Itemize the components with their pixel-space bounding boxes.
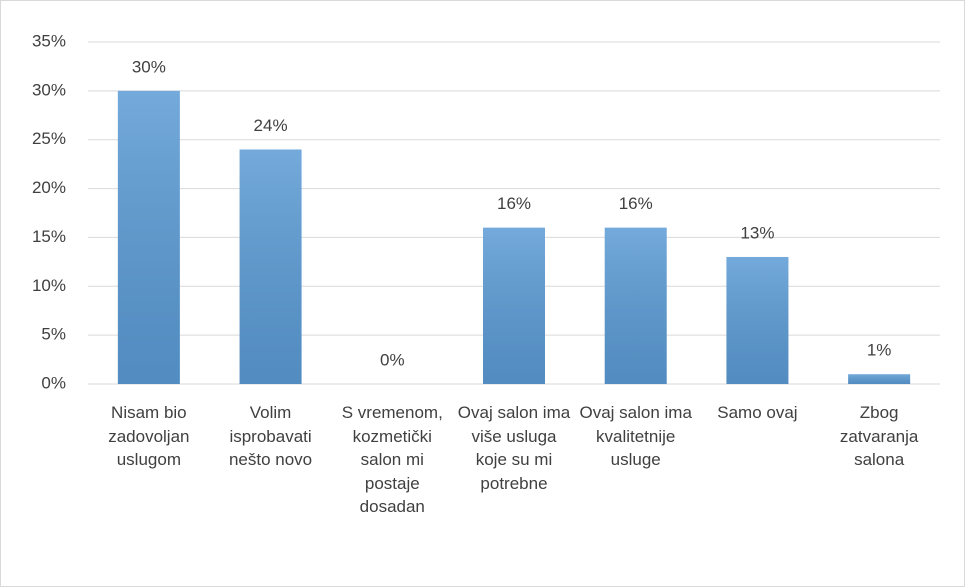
x-tick-label-box: Ovaj salon ima više usluga koje su mi po…	[457, 403, 571, 493]
bar-group	[483, 227, 545, 384]
x-tick-label-box: Ovaj salon ima kvalitetnije usluge	[579, 403, 692, 469]
data-label: 16%	[497, 194, 531, 213]
bar-shade	[848, 374, 911, 384]
x-tick-label-box: S vremenom, kozmetički salon mi postaje …	[341, 403, 443, 516]
data-label: 0%	[380, 350, 405, 369]
x-tick-label: Zbog zatvaranja salona	[839, 403, 919, 469]
y-tick-label: 20%	[32, 178, 66, 197]
x-tick-label: Ovaj salon ima više usluga koje su mi po…	[457, 403, 571, 493]
data-label: 30%	[132, 57, 166, 76]
y-tick-label: 0%	[41, 373, 66, 392]
bar-shade	[604, 227, 667, 384]
y-tick-label: 35%	[32, 31, 66, 50]
y-tick-label: 25%	[32, 129, 66, 148]
x-tick-label: Nisam bio zadovoljan uslugom	[108, 403, 190, 469]
y-tick-label: 15%	[32, 227, 66, 246]
x-tick-label: Samo ovaj	[717, 403, 798, 422]
data-label: 13%	[740, 223, 774, 242]
bar-shade	[483, 227, 545, 384]
bar-shade	[726, 256, 789, 384]
y-tick-label: 5%	[41, 325, 66, 344]
bar-shade	[239, 149, 302, 384]
x-tick-label-box: Zbog zatvaranja salona	[839, 403, 919, 469]
bar-group	[239, 149, 302, 384]
bar-group	[117, 90, 180, 384]
x-tick-label: S vremenom, kozmetički salon mi postaje …	[341, 403, 443, 516]
y-tick-label: 30%	[32, 80, 66, 99]
x-tick-label-box: Samo ovaj	[717, 403, 798, 422]
x-tick-label: Volim isprobavati nešto novo	[228, 403, 313, 469]
x-tick-label-box: Nisam bio zadovoljan uslugom	[108, 403, 190, 469]
bar-group	[726, 256, 789, 384]
bar-shade	[117, 90, 180, 384]
x-tick-label-box: Volim isprobavati nešto novo	[228, 403, 313, 469]
data-label: 16%	[619, 194, 653, 213]
x-tick-label: Ovaj salon ima kvalitetnije usluge	[579, 403, 692, 469]
y-tick-label: 10%	[32, 276, 66, 295]
bar-group	[848, 374, 911, 384]
data-label: 24%	[254, 116, 288, 135]
data-label: 1%	[867, 341, 892, 360]
bar-group	[604, 227, 667, 384]
